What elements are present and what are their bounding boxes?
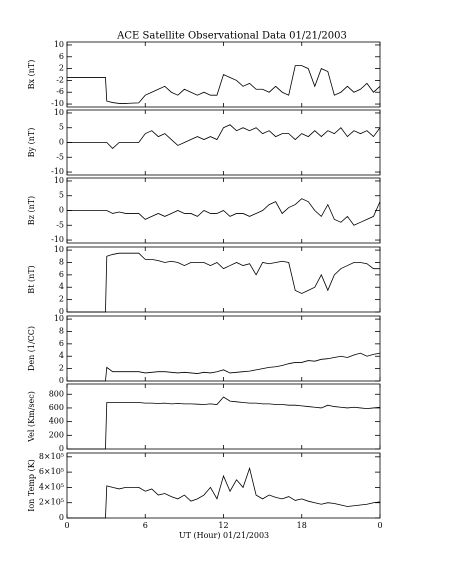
- panel-frame: [66, 246, 381, 313]
- y-tick-label: 10: [54, 40, 64, 49]
- y-tick-label: -5: [56, 220, 64, 229]
- y-tick-label: 2: [59, 364, 64, 373]
- y-tick-label: 2: [59, 295, 64, 304]
- x-axis-label: UT (Hour) 01/21/2003: [179, 531, 269, 540]
- x-tick-label: 18: [297, 521, 307, 530]
- data-line: [67, 65, 381, 104]
- panel-frame: [66, 383, 381, 450]
- data-line: [67, 252, 380, 313]
- y-tick-label: 0: [59, 138, 64, 147]
- y-tick-label: 4: [59, 282, 64, 291]
- y-tick-label: -10: [51, 235, 64, 244]
- y-tick-label: 2: [59, 64, 64, 73]
- y-tick-label: 2×10⁵: [39, 498, 64, 507]
- data-line: [67, 466, 381, 519]
- y-tick-label: 5: [59, 123, 64, 132]
- y-tick-label: -10: [51, 99, 64, 108]
- y-tick-label: 800: [49, 389, 64, 398]
- panel-frame: [66, 109, 381, 176]
- panel-frame: [66, 452, 381, 519]
- data-line: [67, 124, 381, 149]
- y-tick-label: 10: [54, 176, 64, 185]
- y-tick-label: 10: [54, 314, 64, 323]
- y-tick-label: 10: [54, 108, 64, 117]
- y-tick-label: 600: [49, 403, 64, 412]
- y-tick-label: 5: [59, 191, 64, 200]
- y-axis-label: Bz (nT): [27, 196, 36, 225]
- y-tick-label: 6: [59, 52, 64, 61]
- y-tick-label: 6×10⁵: [39, 467, 64, 476]
- y-tick-label: -5: [56, 152, 64, 161]
- y-tick-label: -2: [56, 75, 64, 84]
- y-tick-label: -6: [56, 87, 64, 96]
- y-tick-label: 6: [59, 339, 64, 348]
- data-line: [67, 396, 381, 450]
- x-tick-label: 0: [64, 521, 69, 530]
- y-tick-label: 8: [59, 257, 64, 266]
- y-axis-label: Den (1/CC): [27, 326, 36, 371]
- y-axis-label: Ion Temp (K): [27, 459, 36, 512]
- y-tick-label: 10: [54, 245, 64, 254]
- y-tick-label: 8×10⁵: [39, 452, 64, 461]
- y-tick-label: 0: [59, 444, 64, 453]
- y-tick-label: 0: [59, 307, 64, 316]
- y-axis-label: By (nT): [27, 128, 36, 158]
- y-tick-label: 4: [59, 351, 64, 360]
- y-tick-label: 400: [49, 417, 64, 426]
- data-line: [67, 352, 381, 382]
- y-axis-label: Bt (nT): [27, 265, 36, 293]
- y-tick-label: 8: [59, 326, 64, 335]
- y-tick-label: 6: [59, 270, 64, 279]
- y-tick-label: 0: [59, 206, 64, 215]
- x-tick-label: 6: [143, 521, 148, 530]
- chart-title: ACE Satellite Observational Data 01/21/2…: [116, 31, 347, 42]
- y-axis-label: Vel (Km/sec): [27, 391, 36, 443]
- y-tick-label: 200: [49, 430, 64, 439]
- y-axis-label: Bx (nT): [27, 60, 36, 90]
- y-tick-label: 0: [59, 376, 64, 385]
- panel-frame: [66, 315, 381, 382]
- data-line: [67, 198, 381, 226]
- y-tick-label: 4×10⁵: [39, 482, 64, 491]
- y-tick-label: 0: [59, 513, 64, 522]
- x-tick-label: 0: [377, 521, 382, 530]
- y-tick-label: -10: [51, 167, 64, 176]
- x-tick-label: 12: [218, 521, 228, 530]
